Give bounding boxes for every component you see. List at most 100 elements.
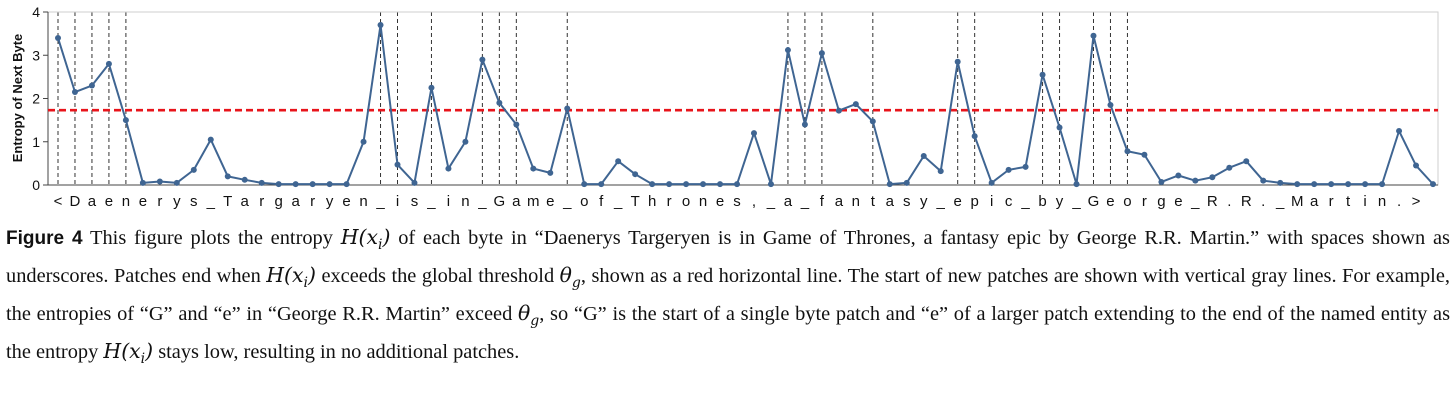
data-point [326,181,333,188]
entropy-series-line [57,23,1434,186]
data-point [801,121,808,128]
data-point [207,136,214,143]
x-tick-label: y [1056,193,1064,210]
data-point [988,179,995,186]
data-point [649,181,656,188]
data-point [1141,151,1148,158]
x-tick-label: R [1241,193,1252,210]
caption-run: , so “G” is the start of a single byte p… [6,303,1451,364]
x-tick-label: G [494,193,506,210]
x-tick-label: n [699,193,707,210]
x-tick-label: n [359,193,367,210]
data-point [852,101,859,108]
x-tick-label: G [1088,193,1100,210]
caption-run: stays low, resulting in no additional pa… [153,341,520,364]
x-tick-label: _ [613,193,623,210]
data-point [156,178,163,185]
data-point [1056,124,1063,131]
x-tick-label: y [173,193,181,210]
data-point [496,99,503,106]
data-point [734,181,741,188]
x-tick-label: _ [1275,193,1285,210]
x-tick-label: _ [1190,193,1200,210]
data-point [700,181,707,188]
data-point [377,21,384,28]
data-point [1413,162,1420,169]
data-point [1005,166,1012,173]
x-tick-label: a [88,193,97,210]
x-tick-label: _ [936,193,946,210]
x-tick-label: _ [766,193,776,210]
x-tick-label: a [241,193,250,210]
math-subscript: g [571,275,581,292]
data-point [258,179,265,186]
x-tick-label: a [1310,193,1319,210]
data-point [292,181,299,188]
x-tick-label: i [990,193,993,210]
plot-frame [47,11,1439,186]
x-tick-label: m [527,193,540,210]
data-point [360,138,367,145]
x-tick-label: p [970,193,978,210]
x-tick-label: f [820,193,825,210]
x-tick-label: _ [800,193,810,210]
x-tick-label: r [310,193,315,210]
data-point [530,165,537,172]
x-tick-label: e [716,193,724,210]
data-point [71,89,78,96]
x-tick-label: T [223,193,232,210]
x-tick-label: r [157,193,162,210]
x-tick-label: o [580,193,588,210]
x-tick-label: . [1227,193,1231,210]
figure-label: Figure 4 [6,228,83,249]
x-tick-label: _ [206,193,216,210]
y-tick-label: 0 [32,177,40,193]
caption-run: exceeds the global threshold [315,265,560,288]
math-symbol: ) [382,225,391,249]
x-tick-label: T [631,193,640,210]
caption-run: , shown as a red horizontal line. The st… [6,265,1450,326]
x-tick-label: _ [426,193,436,210]
data-point [190,166,197,173]
x-tick-label: t [871,193,876,210]
data-point [1362,181,1369,188]
data-point [1124,148,1131,155]
math-symbol: ) [145,339,154,364]
x-tick-label: r [1142,193,1147,210]
data-point [886,181,893,188]
math-subscript: i [140,351,146,368]
data-point [683,181,690,188]
data-point [1022,163,1029,170]
x-tick-label: e [342,193,350,210]
data-point [1158,178,1165,185]
data-point [462,138,469,145]
math-symbol: H(x [340,225,378,249]
x-tick-label: e [546,193,554,210]
x-tick-label: D [70,193,81,210]
data-point [954,58,961,65]
x-tick-label: r [667,193,672,210]
x-tick-label: _ [477,193,487,210]
x-tick-label: e [954,193,962,210]
data-point [1192,177,1199,184]
x-tick-label: t [1346,193,1351,210]
y-tick-label: 1 [32,134,40,150]
data-point [343,181,350,188]
data-point [445,165,452,172]
x-tick-label: M [1291,193,1304,210]
math-symbol: H(x [103,339,141,364]
x-tick-label: e [139,193,147,210]
x-tick-label: e [1174,193,1182,210]
x-tick-label: _ [375,193,385,210]
data-point [615,158,622,165]
data-point [767,181,774,188]
x-tick-label: o [682,193,690,210]
data-point [1073,181,1080,188]
x-tick-label: R [1207,193,1218,210]
data-point [920,153,927,160]
x-tick-label: n [1378,193,1386,210]
x-tick-label: > [1412,193,1421,210]
y-tick-label: 2 [32,91,40,107]
data-point [224,173,231,180]
